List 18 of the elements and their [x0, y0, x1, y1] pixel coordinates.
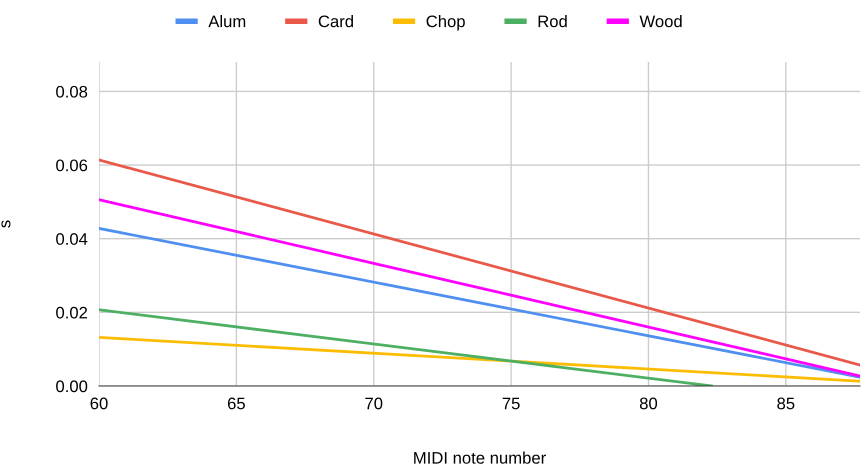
y-tick-label: 0.02	[56, 306, 88, 319]
x-tick-label: 60	[90, 398, 108, 410]
x-tick-label: 70	[365, 398, 382, 410]
y-tick-label: 0.04	[56, 233, 88, 245]
x-tick-label: 75	[502, 398, 520, 410]
y-tick-label: 0.08	[56, 86, 88, 98]
y-tick-label: 0.00	[56, 380, 88, 392]
legend-label: Chop	[426, 15, 465, 31]
x-axis-title: MIDI note number	[414, 452, 546, 464]
y-tick-label: 0.06	[56, 159, 88, 172]
legend-label: Alum	[208, 15, 246, 28]
x-tick-label: 85	[777, 398, 794, 410]
legend-label: Rod	[538, 15, 567, 28]
legend-label: Wood	[640, 15, 682, 28]
legend-label: Card	[318, 15, 353, 28]
y-axis-title: s	[1, 220, 10, 228]
x-tick-label: 65	[228, 398, 245, 410]
x-tick-label: 80	[640, 398, 658, 410]
